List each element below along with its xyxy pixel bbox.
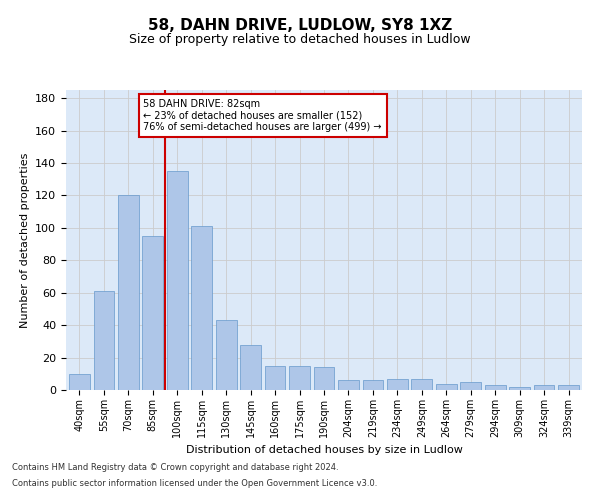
Bar <box>338 380 359 390</box>
Bar <box>460 382 481 390</box>
Bar <box>167 171 188 390</box>
Bar <box>240 344 261 390</box>
Bar <box>265 366 286 390</box>
Bar <box>94 291 114 390</box>
Bar <box>191 226 212 390</box>
Bar <box>485 385 506 390</box>
Bar <box>118 196 139 390</box>
Bar <box>412 378 432 390</box>
Bar <box>69 374 90 390</box>
Bar <box>314 368 334 390</box>
Y-axis label: Number of detached properties: Number of detached properties <box>20 152 29 328</box>
X-axis label: Distribution of detached houses by size in Ludlow: Distribution of detached houses by size … <box>185 446 463 456</box>
Bar <box>534 385 554 390</box>
Text: Contains HM Land Registry data © Crown copyright and database right 2024.: Contains HM Land Registry data © Crown c… <box>12 464 338 472</box>
Text: Contains public sector information licensed under the Open Government Licence v3: Contains public sector information licen… <box>12 478 377 488</box>
Bar <box>387 378 408 390</box>
Bar <box>362 380 383 390</box>
Text: 58 DAHN DRIVE: 82sqm
← 23% of detached houses are smaller (152)
76% of semi-deta: 58 DAHN DRIVE: 82sqm ← 23% of detached h… <box>143 99 382 132</box>
Bar <box>216 320 236 390</box>
Text: 58, DAHN DRIVE, LUDLOW, SY8 1XZ: 58, DAHN DRIVE, LUDLOW, SY8 1XZ <box>148 18 452 32</box>
Bar <box>558 385 579 390</box>
Bar <box>289 366 310 390</box>
Bar <box>509 387 530 390</box>
Bar <box>142 236 163 390</box>
Text: Size of property relative to detached houses in Ludlow: Size of property relative to detached ho… <box>129 32 471 46</box>
Bar <box>436 384 457 390</box>
